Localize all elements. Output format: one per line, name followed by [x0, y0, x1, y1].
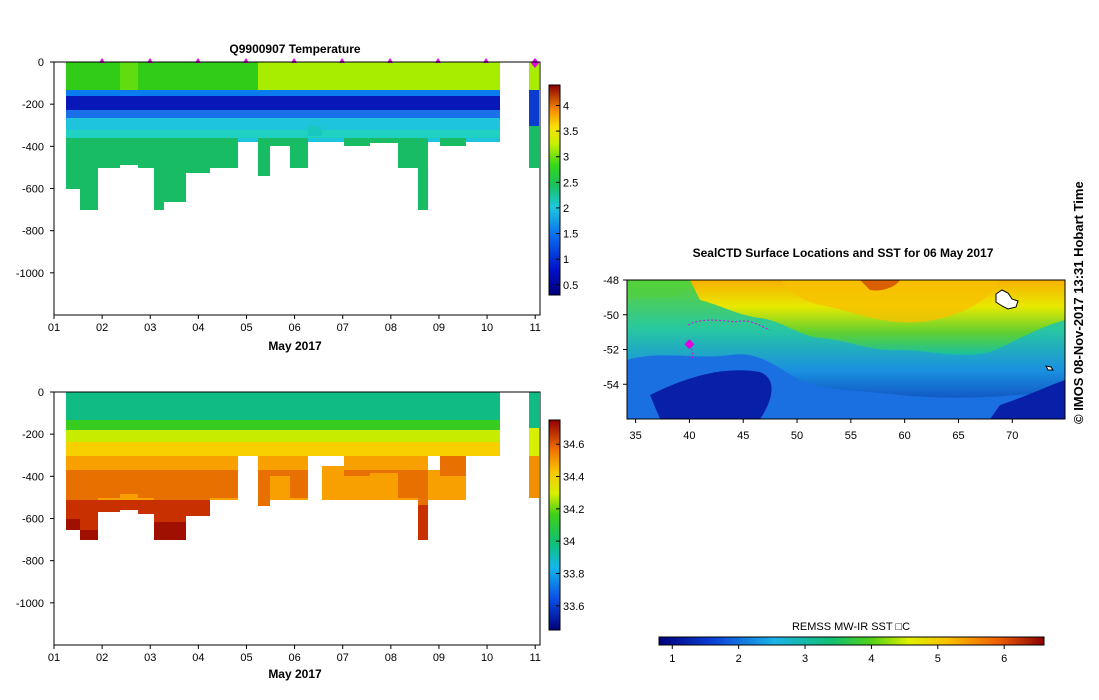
colorbar-tick-label: 3.5: [563, 126, 578, 138]
colorbar-tick-label: 4: [563, 100, 569, 112]
temperature-x-axis: 01 02 03 04 05 06 07 08 09 10 11: [48, 315, 541, 334]
x-tick-label: 06: [288, 652, 300, 664]
temperature-colorbar-scale: [548, 84, 561, 296]
credit-text: © IMOS 08-Nov-2017 13:31 Hobart Time: [1071, 181, 1086, 424]
lon-tick-label: 45: [737, 430, 749, 442]
temperature-profiles: [66, 58, 539, 210]
lon-tick-label: 70: [1006, 430, 1018, 442]
salinity-colorbar: 33.6 33.8 34 34.2 34.4 34.6: [548, 419, 584, 631]
x-tick-label: 10: [481, 322, 493, 334]
salinity-section: 0-200-400-600-800-1000 01 02 03 04 05 06 07 08 0…: [16, 387, 585, 681]
x-tick-label: 11: [529, 322, 540, 334]
temperature-colorbar: 0.5 1 1.5 2 2.5 3 3.5 4: [548, 84, 578, 296]
colorbar-tick-label: 2: [563, 203, 569, 215]
y-tick-label: 0: [38, 387, 44, 399]
temperature-title: Q9900907 Temperature: [229, 42, 361, 56]
x-tick-label: 04: [192, 652, 204, 664]
sst-tick-label: 6: [1001, 653, 1007, 665]
lon-tick-label: 50: [791, 430, 803, 442]
x-tick-label: 10: [481, 652, 493, 664]
lon-tick-label: 60: [899, 430, 911, 442]
x-tick-label: 04: [192, 322, 204, 334]
x-tick-label: 02: [96, 322, 108, 334]
colorbar-tick-label: 34.6: [563, 439, 584, 451]
colorbar-tick-label: 1: [563, 254, 569, 266]
map-lat-axis: -48 -50 -52 -54: [603, 275, 627, 391]
map-lon-axis: 35 40 45 50 55 60 65 70: [629, 419, 1018, 442]
y-tick-label: -400: [22, 471, 44, 483]
sst-tick-label: 2: [736, 653, 742, 665]
y-tick-label: 0: [38, 57, 44, 69]
lon-tick-label: 65: [952, 430, 964, 442]
sst-tick-label: 5: [935, 653, 941, 665]
current-location-marker: [684, 339, 695, 350]
y-tick-label: -1000: [16, 268, 44, 280]
map-title: SealCTD Surface Locations and SST for 06…: [693, 246, 994, 260]
sst-colorbar-scale: [658, 636, 1045, 646]
x-tick-label: 02: [96, 652, 108, 664]
x-tick-label: 07: [337, 322, 349, 334]
salinity-y-axis: 0 -200 -400 -600 -800 -1000: [16, 387, 54, 610]
lat-tick-label: -52: [603, 345, 619, 357]
colorbar-tick-label: 33.6: [563, 601, 584, 613]
y-tick-label: -400: [22, 141, 44, 153]
lon-tick-label: 40: [683, 430, 695, 442]
lon-tick-label: 35: [629, 430, 641, 442]
sst-colorbar-ticks: 1 2 3 4 5 6: [669, 645, 1007, 665]
x-tick-label: 01: [48, 322, 60, 334]
salinity-profiles: [66, 392, 539, 540]
colorbar-tick-label: 33.8: [563, 568, 584, 580]
colorbar-tick-label: 0.5: [563, 280, 578, 292]
lat-tick-label: -48: [603, 275, 619, 287]
temperature-y-axis: 0 -200 -400 -600 -800 -1000: [16, 57, 54, 280]
x-tick-label: 07: [337, 652, 349, 664]
seal-track: [684, 319, 771, 359]
y-tick-label: -600: [22, 514, 44, 526]
x-tick-label: 09: [433, 322, 445, 334]
x-tick-label: 05: [240, 322, 252, 334]
colorbar-tick-label: 34.2: [563, 504, 584, 516]
x-tick-label: 03: [144, 652, 156, 664]
y-tick-label: -200: [22, 99, 44, 111]
temperature-section: Q9900907 Temperature: [16, 42, 578, 353]
land-islands: [995, 289, 1054, 371]
x-tick-label: 08: [385, 652, 397, 664]
lat-tick-label: -54: [603, 379, 619, 391]
x-tick-label: 03: [144, 322, 156, 334]
colorbar-tick-label: 34.4: [563, 472, 584, 484]
sst-field: [627, 280, 1065, 419]
x-tick-label: 11: [529, 652, 540, 664]
y-tick-label: -800: [22, 556, 44, 568]
colorbar-tick-label: 1.5: [563, 229, 578, 241]
temperature-xlabel: May 2017: [268, 339, 322, 353]
x-tick-label: 01: [48, 652, 60, 664]
salinity-xlabel: May 2017: [268, 667, 322, 681]
y-tick-label: -200: [22, 429, 44, 441]
x-tick-label: 05: [240, 652, 252, 664]
y-tick-label: -800: [22, 226, 44, 238]
sst-colorbar-label: REMSS MW-IR SST □C: [792, 621, 910, 633]
temperature-columns: [66, 62, 539, 210]
x-tick-label: 06: [288, 322, 300, 334]
colorbar-tick-label: 2.5: [563, 177, 578, 189]
lat-tick-label: -50: [603, 310, 619, 322]
y-tick-label: -600: [22, 184, 44, 196]
x-tick-label: 09: [433, 652, 445, 664]
y-tick-label: -1000: [16, 598, 44, 610]
x-tick-label: 08: [385, 322, 397, 334]
colorbar-tick-label: 34: [563, 536, 575, 548]
salinity-x-axis: 01 02 03 04 05 06 07 08 09 10 11: [48, 645, 541, 664]
sst-map: SealCTD Surface Locations and SST for 06…: [603, 246, 1066, 665]
sst-tick-label: 1: [669, 653, 675, 665]
colorbar-tick-label: 3: [563, 152, 569, 164]
sst-tick-label: 3: [802, 653, 808, 665]
salinity-colorbar-scale: [548, 419, 561, 631]
profile-marker: [531, 58, 539, 68]
lon-tick-label: 55: [845, 430, 857, 442]
sst-tick-label: 4: [868, 653, 874, 665]
